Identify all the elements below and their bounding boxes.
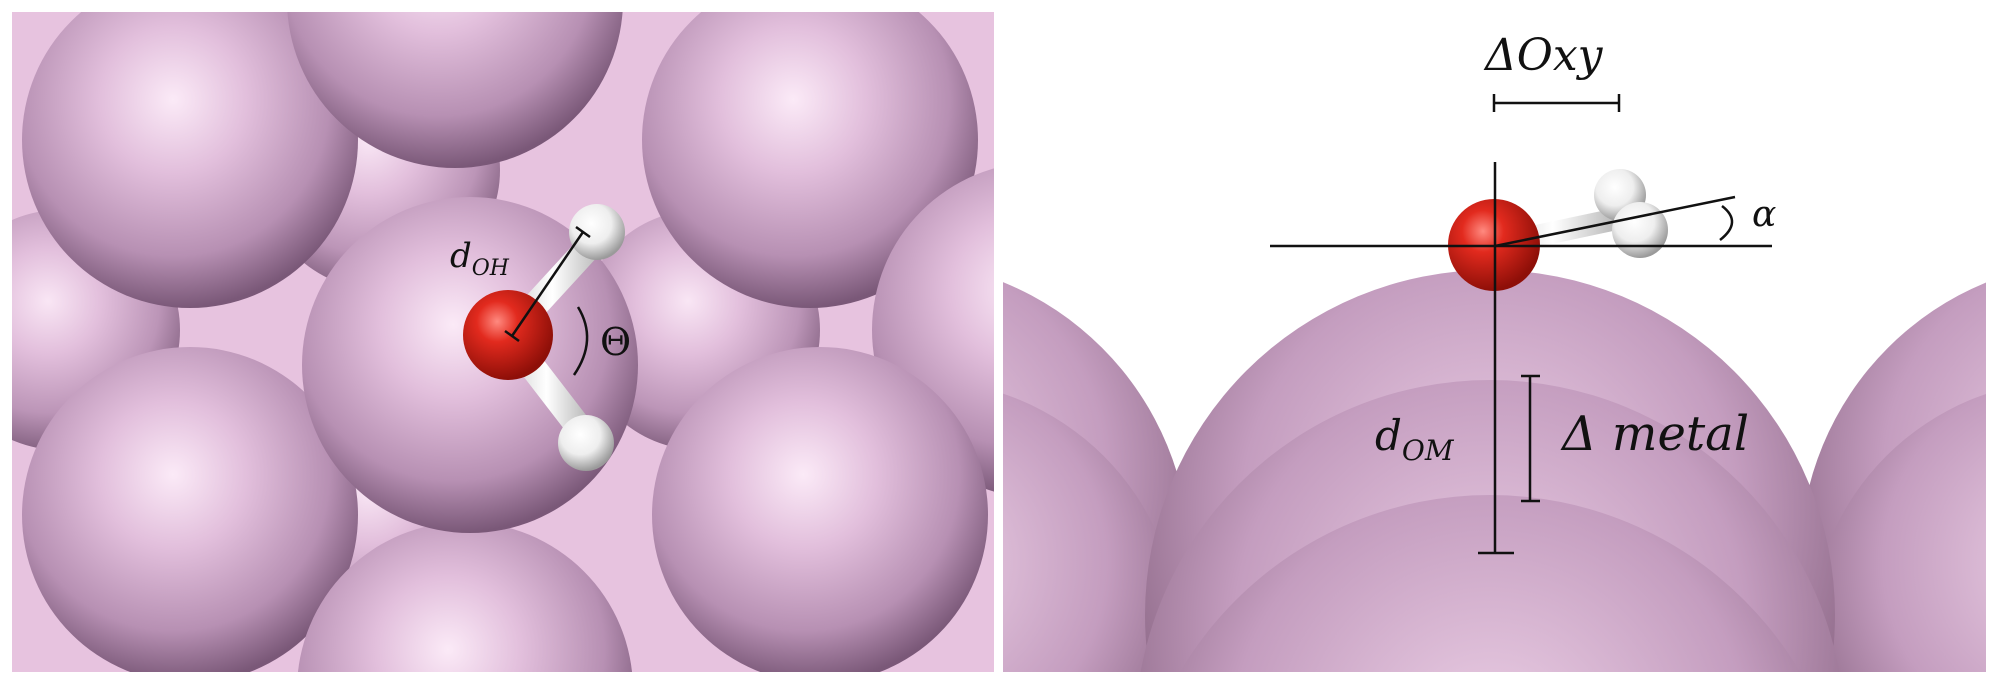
metal-atom [1810,393,1986,672]
side-view-reference-lines [1270,162,1772,555]
hydrogen-atom [1612,202,1668,258]
delta-metal-marker [1521,374,1540,503]
alpha-label: α [1752,194,1776,235]
side-view-panel: α ΔOxy dOM Δ metal [1003,12,1986,672]
panel-divider [994,0,1003,681]
theta-label: Θ [600,320,631,364]
d-oh-bond-length-marker [504,225,591,343]
surface-metal-atoms [22,12,994,672]
metal-atom [287,12,623,168]
hydrogen-atom [569,204,625,260]
metal-atom [652,347,988,672]
oxygen-atom [463,290,553,380]
metal-atom [642,12,978,308]
alpha-angle-arc [1719,205,1734,241]
side-metal-atoms [1003,270,1986,672]
delta-oxy-marker [1492,94,1621,112]
metal-atom [22,347,358,672]
metal-atom [22,12,358,308]
delta-metal-label: Δ metal [1560,406,1749,462]
theta-angle-arc [572,306,589,376]
d-oh-line [510,231,585,337]
d-om-label: dOM [1375,411,1455,467]
top-view-panel: dOH Θ [12,12,994,672]
d-oh-cap [575,225,591,239]
metal-atom [1180,495,1800,672]
metal-atom [298,522,632,672]
d-oh-label: dOH [450,236,510,281]
delta-oxy-label: ΔOxy [1483,30,1604,81]
metal-atom [1003,393,1180,672]
alpha-tilt-line [1494,195,1736,248]
d-oh-cap [504,329,520,343]
hydrogen-atom [558,415,614,471]
